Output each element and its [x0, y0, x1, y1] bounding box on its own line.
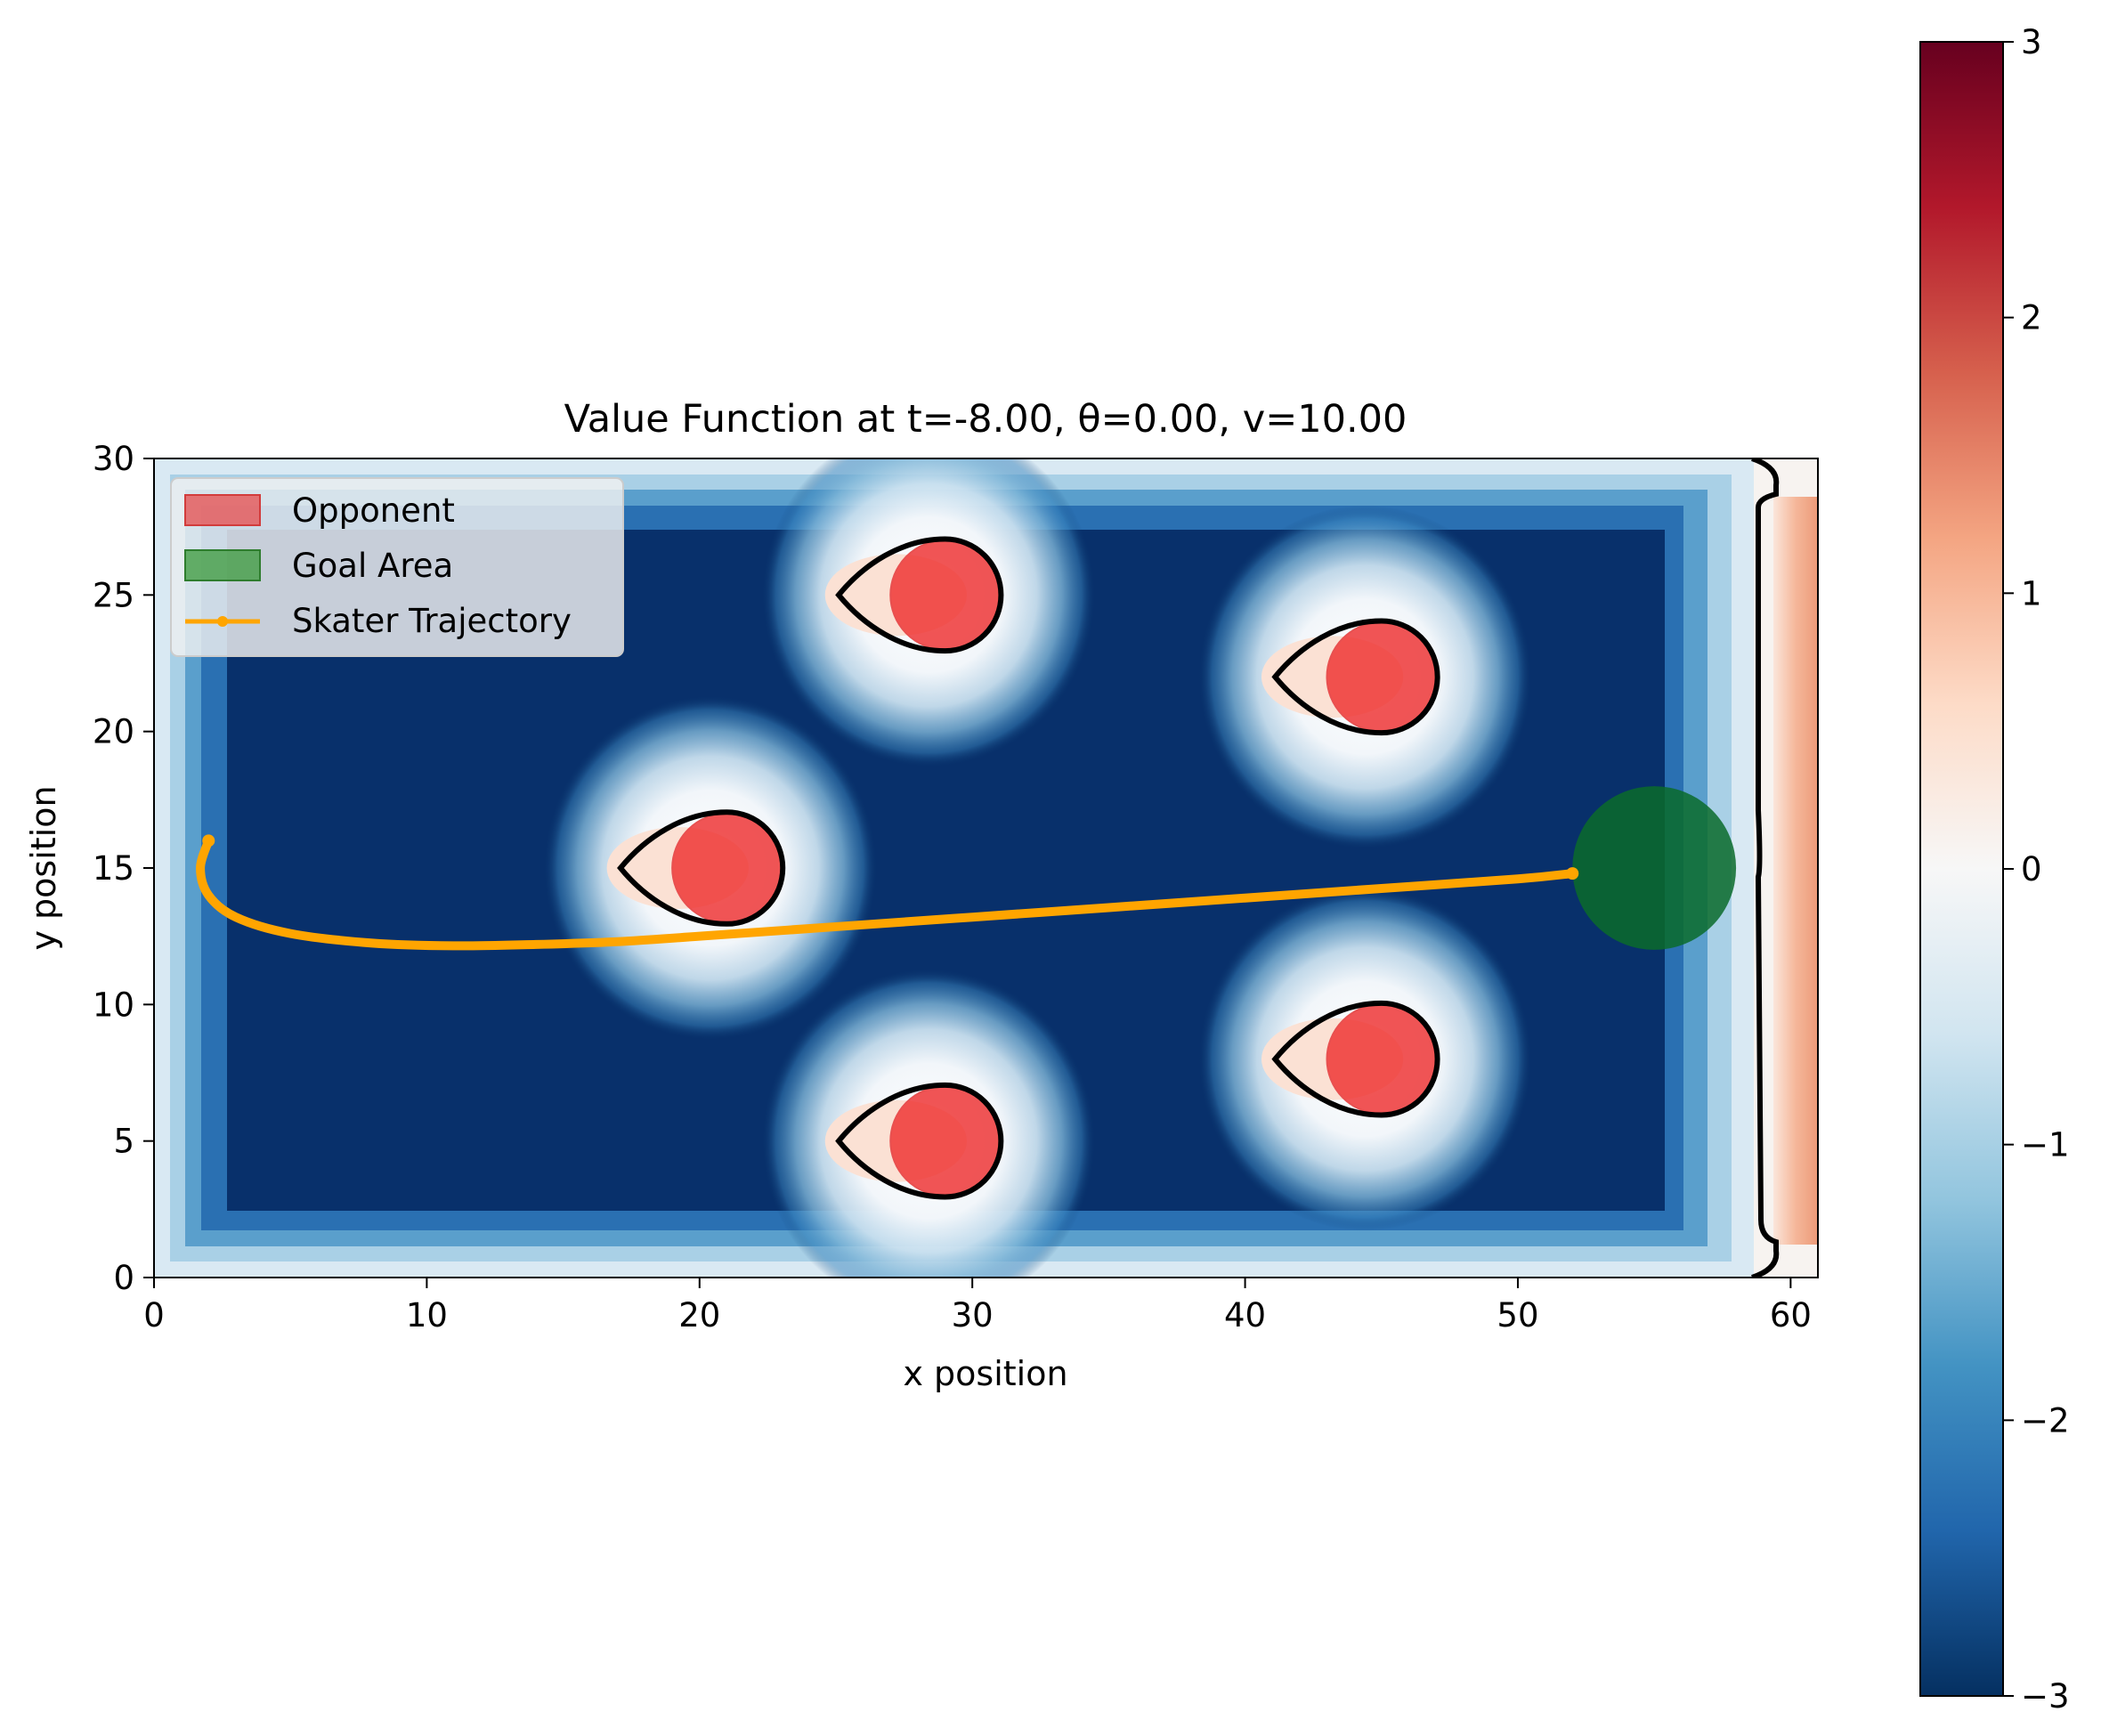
colorbar-tick-label-6: 3 [2021, 23, 2042, 61]
legend-swatch-goal [184, 549, 261, 581]
y-tick-label-0: 0 [113, 1259, 134, 1297]
y-tick-label-2: 10 [93, 986, 134, 1024]
y-axis-label: y position [24, 785, 63, 950]
colorbar-tick-label-4: 1 [2021, 574, 2042, 612]
opponents [606, 536, 1440, 1200]
y-tick-label-3: 15 [93, 849, 134, 888]
colorbar-gradient [1919, 41, 2004, 1697]
opponent-contour-1 [1271, 618, 1440, 736]
legend-box [170, 477, 624, 657]
legend-label-trajectory: Skater Trajectory [292, 602, 572, 640]
chart-title: Value Function at t=-8.00, θ=0.00, v=10.… [564, 397, 1407, 442]
y-tick-label-5: 25 [93, 576, 134, 614]
colorbar-tick-label-1: −2 [2021, 1401, 2070, 1440]
x-axis-ticks: 0 10 20 30 40 50 60 [143, 1278, 1812, 1334]
x-tick-label-4: 40 [1224, 1296, 1266, 1334]
opponent-contour-3 [835, 1082, 1004, 1200]
y-tick-label-6: 30 [93, 440, 134, 478]
y-tick-label-1: 5 [113, 1123, 134, 1161]
colorbar-ticks: −3 −2 −1 0 1 2 3 [2003, 23, 2070, 1716]
legend: Opponent Goal Area Skater Trajectory [170, 477, 624, 657]
colorbar: −3 −2 −1 0 1 2 3 [1919, 23, 2070, 1716]
goal-area [1572, 786, 1737, 950]
plot-area [154, 458, 1818, 1278]
y-axis-ticks: 0 5 10 15 20 25 30 [93, 440, 154, 1297]
trajectory-start-marker [202, 834, 215, 848]
x-tick-label-2: 20 [678, 1296, 720, 1334]
legend-label-goal: Goal Area [292, 547, 453, 585]
opponent-contour-4 [1271, 1000, 1440, 1118]
opponent-contour-2 [617, 809, 786, 927]
colorbar-tick-label-3: 0 [2021, 850, 2042, 888]
legend-marker-trajectory [217, 616, 228, 627]
right-edge-contour [1750, 458, 1780, 1278]
x-axis-label: x position [903, 1354, 1067, 1393]
legend-swatch-opponent [184, 494, 261, 526]
x-tick-label-6: 60 [1770, 1296, 1812, 1334]
legend-label-opponent: Opponent [292, 491, 455, 530]
x-tick-label-1: 10 [406, 1296, 448, 1334]
x-tick-label-5: 50 [1497, 1296, 1538, 1334]
x-tick-label-0: 0 [143, 1296, 165, 1334]
x-tick-label-3: 30 [952, 1296, 994, 1334]
colorbar-tick-label-0: −3 [2021, 1677, 2070, 1716]
trajectory-end-marker [1566, 867, 1579, 880]
skater-trajectory [196, 836, 1578, 951]
colorbar-tick-label-2: −1 [2021, 1126, 2070, 1164]
y-tick-label-4: 20 [93, 713, 134, 751]
colorbar-tick-label-5: 2 [2021, 299, 2042, 337]
right-edge-hot [1773, 497, 1818, 1245]
opponent-contour-0 [835, 536, 1004, 654]
